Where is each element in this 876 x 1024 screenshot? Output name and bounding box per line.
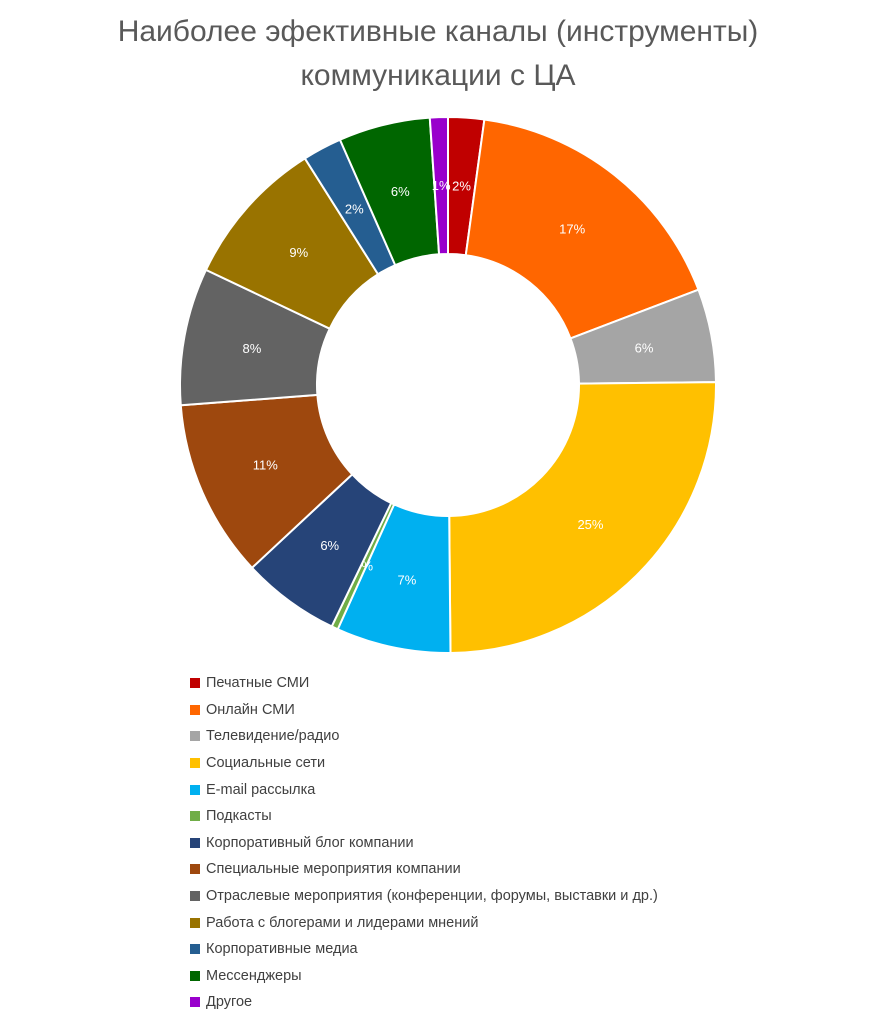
legend-item-5: E-mail рассылка xyxy=(190,776,830,803)
donut-data-label-11: 2% xyxy=(345,201,364,216)
legend-swatch-7 xyxy=(190,837,200,848)
donut-slice-2 xyxy=(464,118,700,340)
legend-item-7: Корпоративный блог компании xyxy=(190,830,830,857)
legend-label-6: Подкасты xyxy=(206,808,272,825)
donut-data-label-12: 6% xyxy=(391,184,410,199)
legend-label-7: Корпоративный блог компании xyxy=(206,834,414,851)
legend-item-3: Телевидение/радио xyxy=(190,723,830,750)
donut-data-label-4: 25% xyxy=(577,517,603,532)
legend-item-9: Отраслевые мероприятия (конференции, фор… xyxy=(190,883,830,910)
legend-swatch-3 xyxy=(190,731,200,742)
legend-label-8: Специальные мероприятия компании xyxy=(206,861,461,878)
donut-data-label-3: 6% xyxy=(635,340,654,355)
donut-data-label-7: 6% xyxy=(320,538,339,553)
legend-swatch-12 xyxy=(190,970,200,981)
legend-swatch-9 xyxy=(190,891,200,902)
legend-label-2: Онлайн СМИ xyxy=(206,701,295,718)
legend-label-10: Работа с блогерами и лидерами мнений xyxy=(206,914,479,931)
donut-data-label-5: 7% xyxy=(398,573,417,588)
legend-swatch-8 xyxy=(190,864,200,875)
legend-swatch-11 xyxy=(190,944,200,955)
legend-swatch-2 xyxy=(190,704,200,715)
legend-label-1: Печатные СМИ xyxy=(206,675,310,692)
chart-title-line-1: Наиболее эфективные каналы (инструменты) xyxy=(117,15,759,48)
legend-label-4: Социальные сети xyxy=(206,755,326,772)
legend-swatch-5 xyxy=(190,784,200,795)
donut-data-label-9: 8% xyxy=(242,341,261,356)
legend-item-13: Другое xyxy=(190,989,830,1016)
legend-item-1: Печатные СМИ xyxy=(190,670,830,697)
legend-swatch-10 xyxy=(190,917,200,928)
legend-item-10: Работа с блогерами и лидерами мнений xyxy=(190,909,830,936)
legend-item-4: Социальные сети xyxy=(190,750,830,777)
donut-data-label-13: 1% xyxy=(432,178,451,193)
legend-label-9: Отраслевые мероприятия (конференции, фор… xyxy=(206,888,658,905)
legend-item-2: Онлайн СМИ xyxy=(190,697,830,724)
legend-item-8: Специальные мероприятия компании xyxy=(190,856,830,883)
chart-legend: Печатные СМИ Онлайн СМИ Телевидение/радио С… xyxy=(190,670,830,1016)
legend-swatch-13 xyxy=(190,997,200,1008)
donut-slice-4 xyxy=(448,381,717,654)
legend-label-5: E-mail рассылка xyxy=(206,781,316,798)
donut-data-label-1: 2% xyxy=(452,178,471,193)
donut-data-label-8: 11% xyxy=(253,458,278,473)
legend-item-11: Корпоративные медиа xyxy=(190,936,830,963)
legend-label-3: Телевидение/радио xyxy=(206,728,340,745)
chart-title: Наиболее эфективные каналы (инструменты)… xyxy=(0,10,876,98)
legend-item-6: Подкасты xyxy=(190,803,830,830)
legend-label-13: Другое xyxy=(206,994,253,1011)
donut-slice-13 xyxy=(428,115,449,256)
legend-swatch-6 xyxy=(190,811,200,822)
legend-swatch-4 xyxy=(190,758,200,769)
legend-label-11: Корпоративные медиа xyxy=(206,941,358,958)
donut-data-label-2: 17% xyxy=(559,221,585,236)
chart-title-line-2: коммуникации с ЦА xyxy=(300,59,576,92)
donut-data-label-10: 9% xyxy=(289,245,308,260)
legend-item-12: Мессенджеры xyxy=(190,963,830,990)
legend-label-12: Мессенджеры xyxy=(206,967,302,984)
legend-swatch-1 xyxy=(190,678,200,689)
